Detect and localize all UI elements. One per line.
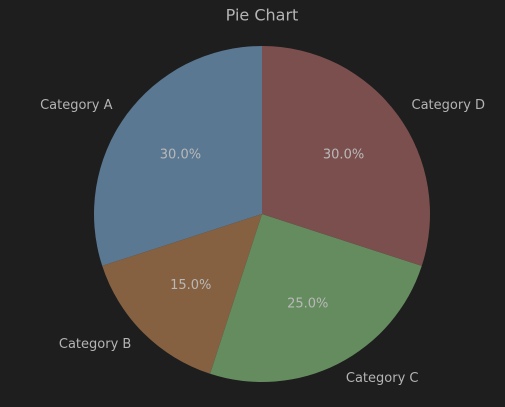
- pie-slice: [262, 46, 430, 266]
- category-label: Category D: [412, 98, 486, 113]
- category-label: Category C: [346, 371, 419, 386]
- percent-label: 25.0%: [287, 296, 328, 311]
- percent-label: 30.0%: [160, 147, 201, 162]
- category-label: Category B: [59, 337, 131, 352]
- percent-label: 30.0%: [323, 147, 364, 162]
- category-label: Category A: [40, 98, 113, 113]
- chart-title: Pie Chart: [226, 6, 299, 25]
- pie-slice: [102, 214, 262, 374]
- percent-label: 15.0%: [170, 278, 211, 293]
- pie-slice: [210, 214, 422, 382]
- pie-slice: [93, 46, 262, 266]
